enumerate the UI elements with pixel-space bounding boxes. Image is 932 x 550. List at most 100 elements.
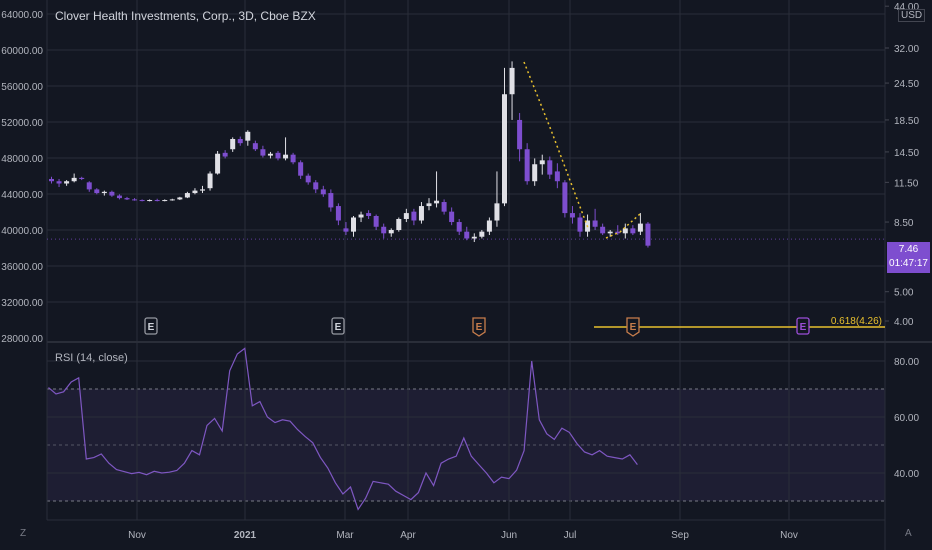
x-axis-tick: Nov [128, 530, 146, 541]
left-axis-tick: 64000.00 [1, 10, 43, 21]
earnings-marker[interactable]: E [626, 317, 640, 337]
currency-label[interactable]: USD [898, 9, 926, 22]
trend-drawings [47, 61, 885, 240]
candle-body [252, 143, 258, 150]
rsi-title[interactable]: RSI (14, close) [55, 352, 128, 364]
candle-body [320, 189, 326, 195]
candle-body [335, 206, 341, 221]
candle [381, 223, 387, 239]
candle-body [245, 131, 251, 141]
candle [418, 202, 424, 224]
candle [411, 208, 417, 226]
rsi-axis-labels: 80.00 60.00 40.00 [894, 357, 919, 480]
last-price-label: 7.46 01:47:17 [887, 242, 930, 273]
earnings-marker-shape [144, 317, 158, 335]
earnings-marker[interactable]: E [472, 317, 486, 337]
rsi-band [47, 389, 885, 501]
candle [109, 190, 115, 197]
candle-body [366, 213, 372, 217]
candle-body [449, 211, 455, 223]
candle [502, 67, 507, 207]
candle-body [116, 195, 122, 199]
left-axis-tick: 32000.00 [1, 298, 43, 309]
candle-body [275, 152, 281, 159]
candle [283, 137, 289, 161]
candle-body [79, 177, 85, 179]
candle [366, 210, 372, 219]
candle-body [162, 200, 168, 202]
candle-body [502, 94, 507, 204]
left-axis-tick: 52000.00 [1, 118, 43, 129]
trend-line-2[interactable] [605, 213, 641, 239]
x-axis-tick: Nov [780, 530, 798, 541]
earnings-marker-label: E [476, 322, 483, 333]
earnings-marker-label: E [630, 322, 637, 333]
earnings-marker[interactable]: E [144, 317, 158, 335]
candle [343, 222, 349, 236]
fib-label: 0.618(4.26) [831, 316, 882, 327]
candle [396, 217, 402, 232]
candle [94, 188, 100, 195]
candle-body [562, 182, 568, 214]
candle [305, 173, 311, 185]
rsi-band-group [47, 388, 885, 502]
candle-body [313, 182, 319, 190]
candle-body [532, 164, 538, 182]
candle-body [101, 191, 107, 194]
earnings-marker-shape [626, 317, 640, 337]
candle-body [230, 139, 236, 150]
candle-body [267, 153, 273, 156]
candle [101, 190, 107, 196]
candle [275, 151, 281, 161]
candle [554, 163, 560, 189]
candle [71, 173, 77, 183]
candle-body [494, 203, 500, 221]
candle [192, 188, 198, 195]
candle-body [388, 230, 394, 234]
candle [290, 152, 296, 165]
candle-body [124, 198, 130, 200]
right-axis-tick: 11.50 [894, 178, 919, 189]
candle [335, 203, 341, 226]
auto-scale-icon[interactable]: A [905, 528, 912, 539]
candle-body [56, 181, 62, 184]
chart-title: Clover Health Investments, Corp., 3D, Cb… [55, 9, 316, 23]
candle-body [637, 223, 643, 232]
candle-body [64, 181, 70, 184]
timezone-icon[interactable]: Z [20, 528, 27, 539]
candle [562, 180, 568, 218]
candle-body [434, 200, 440, 204]
candle [464, 226, 470, 241]
candle-body [607, 231, 613, 234]
candle [486, 217, 492, 236]
candle-body [509, 67, 515, 95]
candle-body [49, 178, 54, 182]
right-axis-tick: 44.00 [894, 2, 919, 13]
right-axis-tick: 24.50 [894, 79, 919, 90]
right-axis-tick: 5.00 [894, 288, 914, 299]
candle [328, 189, 334, 212]
candle [509, 61, 515, 120]
candle-body [373, 216, 379, 227]
candle-body [94, 189, 100, 194]
right-axis-labels: 44.00 32.00 24.50 18.50 14.50 11.50 8.50 5.00 4.… [885, 2, 919, 328]
candle-body [260, 149, 266, 156]
candle [622, 223, 628, 239]
candle-body [441, 202, 447, 212]
candle-body [403, 213, 409, 219]
candle [532, 158, 538, 186]
candle-body [411, 211, 417, 221]
fib-level: 0.618(4.26) [594, 316, 885, 328]
earnings-marker[interactable]: E [796, 317, 810, 335]
earnings-marker[interactable]: E [331, 317, 345, 335]
x-axis-tick: Mar [336, 530, 354, 541]
candle-body [237, 139, 243, 144]
candle [645, 222, 651, 248]
candle-body [615, 231, 621, 234]
right-axis-tick: 4.00 [894, 317, 914, 328]
candle [630, 225, 636, 236]
candle [184, 191, 190, 199]
candle-body [200, 189, 205, 191]
x-axis-tick: 2021 [234, 530, 257, 541]
candle [245, 130, 251, 146]
